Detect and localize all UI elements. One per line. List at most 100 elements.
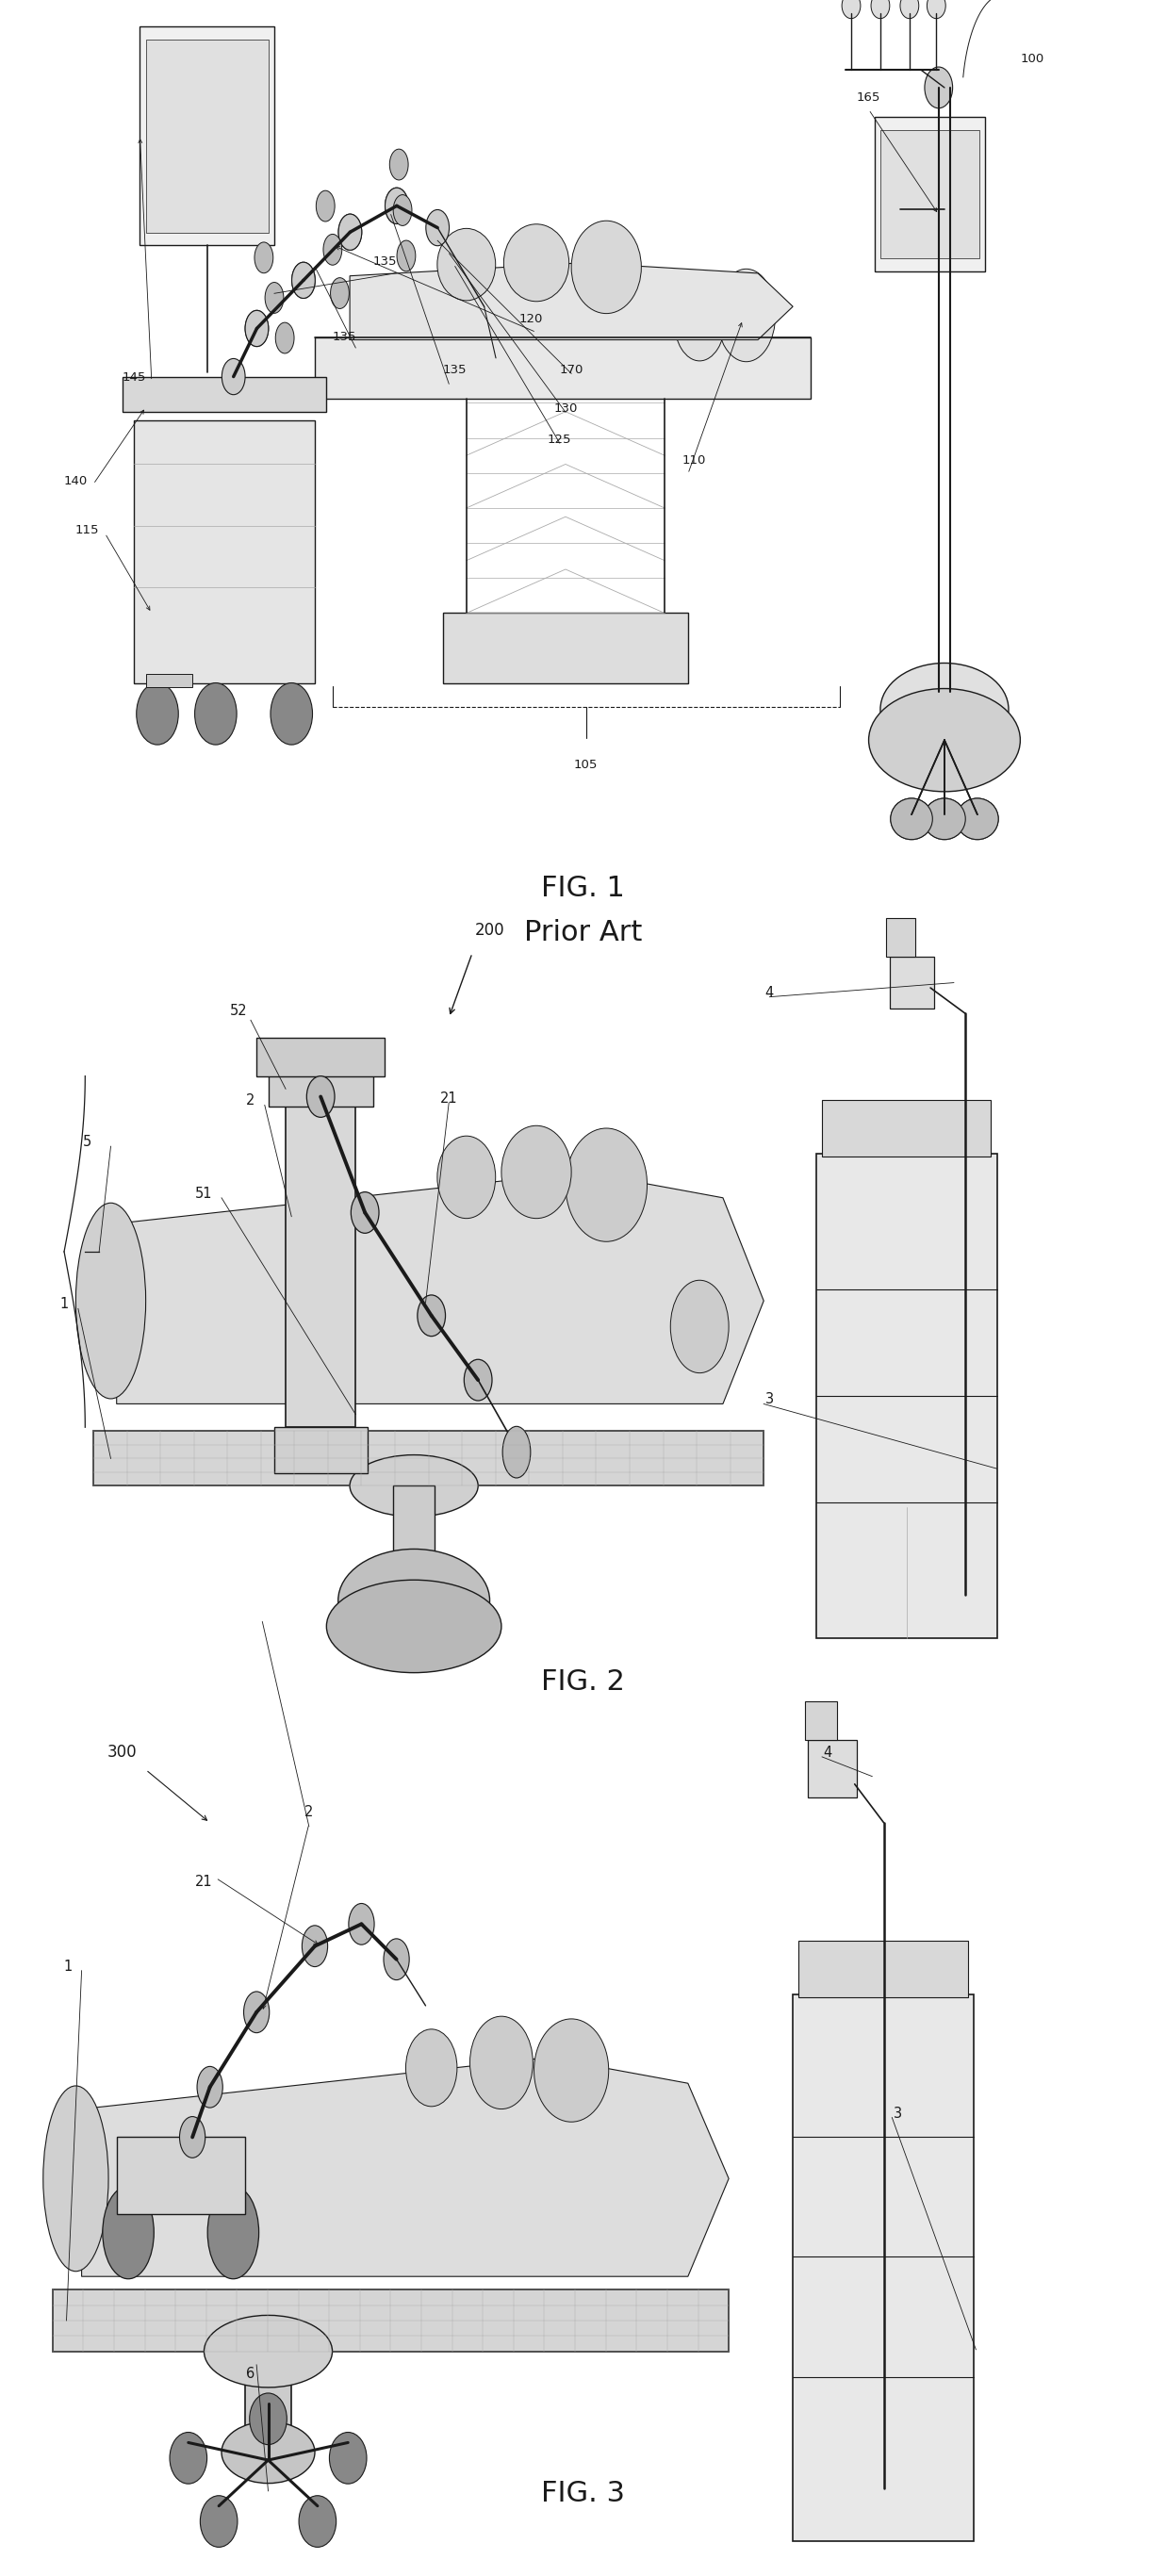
Text: 130: 130 [554, 402, 577, 415]
Ellipse shape [871, 0, 890, 18]
Text: 1: 1 [63, 1960, 72, 1973]
Bar [286, 1077, 356, 1427]
Ellipse shape [222, 2421, 315, 2483]
Text: 170: 170 [560, 363, 583, 376]
Ellipse shape [323, 234, 342, 265]
Text: 145: 145 [122, 371, 146, 384]
Ellipse shape [302, 1924, 328, 1965]
Ellipse shape [245, 312, 268, 345]
Text: FIG. 1: FIG. 1 [541, 876, 625, 902]
Bar [816, 1154, 997, 1638]
Ellipse shape [927, 0, 946, 18]
Bar [443, 613, 688, 683]
Polygon shape [82, 2058, 729, 2277]
Ellipse shape [385, 188, 408, 224]
Ellipse shape [571, 222, 641, 314]
Ellipse shape [925, 67, 953, 108]
Bar [393, 1486, 435, 1625]
Ellipse shape [76, 1203, 146, 1399]
Ellipse shape [956, 799, 998, 840]
Ellipse shape [307, 1077, 335, 1118]
Ellipse shape [674, 278, 725, 361]
Ellipse shape [180, 2117, 205, 2159]
Ellipse shape [406, 2030, 457, 2107]
Bar [140, 26, 274, 245]
Ellipse shape [385, 188, 408, 224]
Text: 120: 120 [519, 312, 542, 325]
Text: 115: 115 [76, 523, 99, 536]
Text: 3: 3 [765, 1394, 774, 1406]
Text: 165: 165 [857, 90, 880, 103]
Bar [134, 420, 315, 683]
Text: 200: 200 [475, 922, 505, 938]
Ellipse shape [501, 1126, 571, 1218]
Ellipse shape [417, 1296, 445, 1337]
Ellipse shape [222, 358, 245, 394]
Text: 2: 2 [304, 1806, 314, 1819]
Ellipse shape [891, 799, 933, 840]
Text: 5: 5 [83, 1136, 92, 1149]
Bar [805, 1703, 837, 1741]
Bar [245, 2352, 292, 2452]
Bar [799, 1940, 968, 1996]
Ellipse shape [842, 0, 861, 18]
Ellipse shape [880, 662, 1009, 755]
Ellipse shape [534, 2020, 609, 2123]
Text: 135: 135 [443, 363, 466, 376]
Bar [93, 1432, 764, 1486]
Text: 52: 52 [230, 1005, 248, 1018]
Ellipse shape [330, 278, 349, 309]
Bar [268, 1061, 373, 1108]
Text: 4: 4 [765, 987, 774, 999]
Text: FIG. 2: FIG. 2 [541, 1669, 625, 1695]
Bar [146, 39, 268, 232]
Text: 6: 6 [246, 2367, 255, 2380]
Ellipse shape [566, 1128, 647, 1242]
Ellipse shape [717, 268, 775, 361]
Ellipse shape [464, 1360, 492, 1401]
Ellipse shape [437, 1136, 496, 1218]
Bar [822, 1100, 991, 1157]
Ellipse shape [103, 2187, 154, 2280]
Text: 135: 135 [332, 330, 356, 343]
Ellipse shape [201, 2496, 238, 2548]
Ellipse shape [437, 229, 496, 301]
Ellipse shape [326, 1579, 501, 1672]
Ellipse shape [869, 688, 1020, 791]
Ellipse shape [470, 2017, 533, 2110]
Ellipse shape [292, 263, 315, 299]
Ellipse shape [504, 224, 569, 301]
Ellipse shape [670, 1280, 729, 1373]
Text: 110: 110 [682, 453, 705, 466]
Text: Prior Art: Prior Art [524, 920, 642, 945]
Text: 2: 2 [246, 1095, 255, 1108]
Ellipse shape [503, 1427, 531, 1479]
Polygon shape [350, 263, 793, 340]
Ellipse shape [271, 683, 312, 744]
Ellipse shape [338, 214, 361, 250]
Text: 1: 1 [59, 1298, 69, 1311]
Ellipse shape [351, 1193, 379, 1234]
Ellipse shape [389, 149, 408, 180]
Ellipse shape [275, 322, 294, 353]
Ellipse shape [265, 283, 283, 314]
Ellipse shape [350, 1455, 478, 1517]
Text: 21: 21 [195, 1875, 213, 1888]
Ellipse shape [923, 799, 965, 840]
Bar [257, 1038, 385, 1077]
Text: 125: 125 [548, 433, 571, 446]
Text: 300: 300 [107, 1744, 138, 1759]
Bar [808, 1741, 857, 1798]
Polygon shape [117, 1172, 764, 1404]
Ellipse shape [923, 799, 965, 840]
Bar [146, 675, 192, 688]
Text: 21: 21 [440, 1092, 458, 1105]
Ellipse shape [136, 683, 178, 744]
Text: 135: 135 [373, 255, 396, 268]
Text: 51: 51 [196, 1188, 212, 1200]
Ellipse shape [338, 214, 361, 250]
Ellipse shape [170, 2432, 208, 2483]
Ellipse shape [384, 1940, 409, 1981]
Ellipse shape [956, 799, 998, 840]
Bar [886, 917, 915, 956]
